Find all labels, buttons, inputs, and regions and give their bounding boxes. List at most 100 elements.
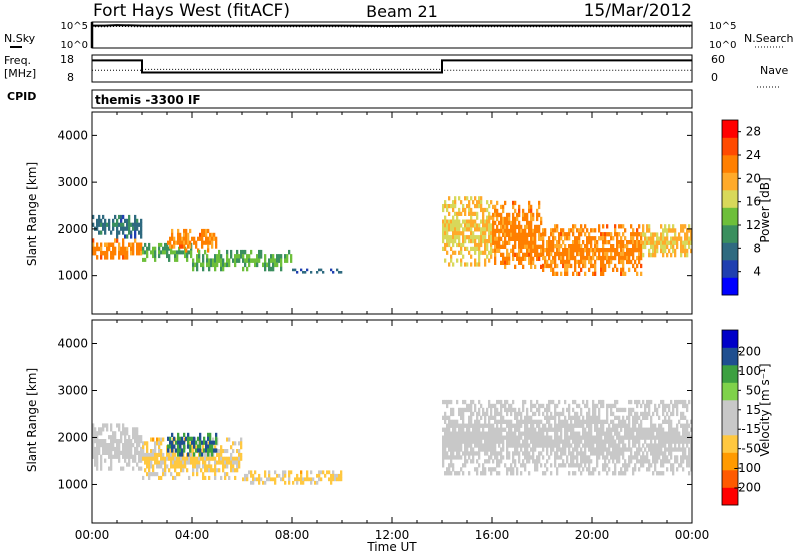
echo-cell xyxy=(510,471,513,476)
echo-cell xyxy=(478,258,481,263)
echo-cell xyxy=(280,266,283,272)
echo-cell xyxy=(610,251,613,257)
echo-cell xyxy=(614,443,617,448)
echo-cell xyxy=(518,423,521,428)
echo-cell xyxy=(132,242,135,247)
echo-cell xyxy=(586,255,589,261)
echo-cell xyxy=(638,244,641,249)
echo-cell xyxy=(650,447,653,452)
echo-cell xyxy=(514,431,517,436)
echo-cell xyxy=(187,440,190,445)
echo-cell xyxy=(207,444,210,449)
echo-cell xyxy=(666,467,669,472)
echo-cell xyxy=(510,467,513,472)
echo-cell xyxy=(512,216,515,222)
echo-cell xyxy=(182,460,185,465)
echo-cell xyxy=(578,431,581,436)
echo-cell xyxy=(632,443,635,448)
echo-cell xyxy=(654,232,657,237)
echo-cell xyxy=(211,236,214,241)
echo-cell xyxy=(104,439,107,444)
echo-cell xyxy=(470,196,473,201)
echo-cell xyxy=(674,252,677,258)
echo-cell xyxy=(100,218,103,223)
echo-cell xyxy=(494,443,497,448)
echo-cell xyxy=(238,258,241,263)
echo-cell xyxy=(460,415,463,420)
echo-cell xyxy=(290,254,293,259)
echo-cell xyxy=(688,431,691,436)
echo-cell xyxy=(554,259,557,265)
echo-cell xyxy=(486,431,489,436)
echo-cell xyxy=(468,455,471,460)
echo-cell xyxy=(518,244,521,249)
echo-cell xyxy=(460,211,463,216)
echo-cell xyxy=(554,255,557,261)
echo-cell xyxy=(470,443,473,448)
echo-cell xyxy=(220,475,223,480)
echo-cell xyxy=(556,447,559,452)
echo-cell xyxy=(658,427,661,432)
echo-cell xyxy=(154,456,157,461)
x-tick-label: 00:00 xyxy=(675,528,710,542)
echo-cell xyxy=(242,477,245,482)
echo-cell xyxy=(134,238,137,243)
echo-cell xyxy=(594,423,597,428)
echo-cell xyxy=(464,439,467,444)
echo-cell xyxy=(152,456,155,461)
echo-cell xyxy=(142,257,145,262)
echo-cell xyxy=(179,236,182,241)
echo-cell xyxy=(592,439,595,444)
echo-cell xyxy=(464,399,467,405)
echo-cell xyxy=(626,427,629,432)
echo-cell xyxy=(516,443,519,448)
echo-cell xyxy=(201,236,204,241)
echo-cell xyxy=(642,443,645,448)
nave-tick-bottom: 0 xyxy=(711,71,718,84)
echo-cell xyxy=(213,448,216,453)
echo-cell xyxy=(118,458,121,463)
echo-cell xyxy=(560,439,563,444)
echo-cell xyxy=(616,407,619,413)
echo-cell xyxy=(202,445,205,450)
echo-cell xyxy=(670,236,673,241)
echo-cell xyxy=(578,251,581,257)
echo-cell xyxy=(574,240,577,245)
echo-cell xyxy=(96,450,99,455)
echo-cell xyxy=(132,431,135,436)
echo-cell xyxy=(556,455,559,460)
echo-cell xyxy=(96,218,99,223)
echo-cell xyxy=(530,212,533,218)
echo-cell xyxy=(152,254,155,259)
echo-cell xyxy=(524,224,527,230)
echo-cell xyxy=(556,427,559,432)
echo-cell xyxy=(684,236,687,241)
echo-cell xyxy=(620,271,623,276)
echo-cell xyxy=(634,415,637,420)
echo-cell xyxy=(544,427,547,432)
echo-cell xyxy=(638,451,641,456)
echo-cell xyxy=(638,435,641,440)
echo-cell xyxy=(584,431,587,436)
y-tick-label: 1000 xyxy=(57,269,88,283)
echo-cell xyxy=(576,451,579,456)
echo-cell xyxy=(572,471,575,476)
echo-cell xyxy=(300,473,303,478)
echo-cell xyxy=(518,220,521,226)
echo-cell xyxy=(124,435,127,440)
echo-cell xyxy=(452,231,455,236)
echo-cell xyxy=(560,423,563,428)
echo-cell xyxy=(128,226,131,231)
echo-cell xyxy=(512,220,515,226)
echo-cell xyxy=(98,431,101,436)
echo-cell xyxy=(492,423,495,428)
echo-cell xyxy=(468,443,471,448)
echo-cell xyxy=(520,435,523,440)
echo-cell xyxy=(522,228,525,234)
echo-cell xyxy=(524,419,527,424)
echo-cell xyxy=(446,250,449,255)
echo-cell xyxy=(530,399,533,405)
echo-cell xyxy=(181,244,184,249)
echo-cell xyxy=(442,439,445,444)
echo-cell xyxy=(140,230,143,235)
